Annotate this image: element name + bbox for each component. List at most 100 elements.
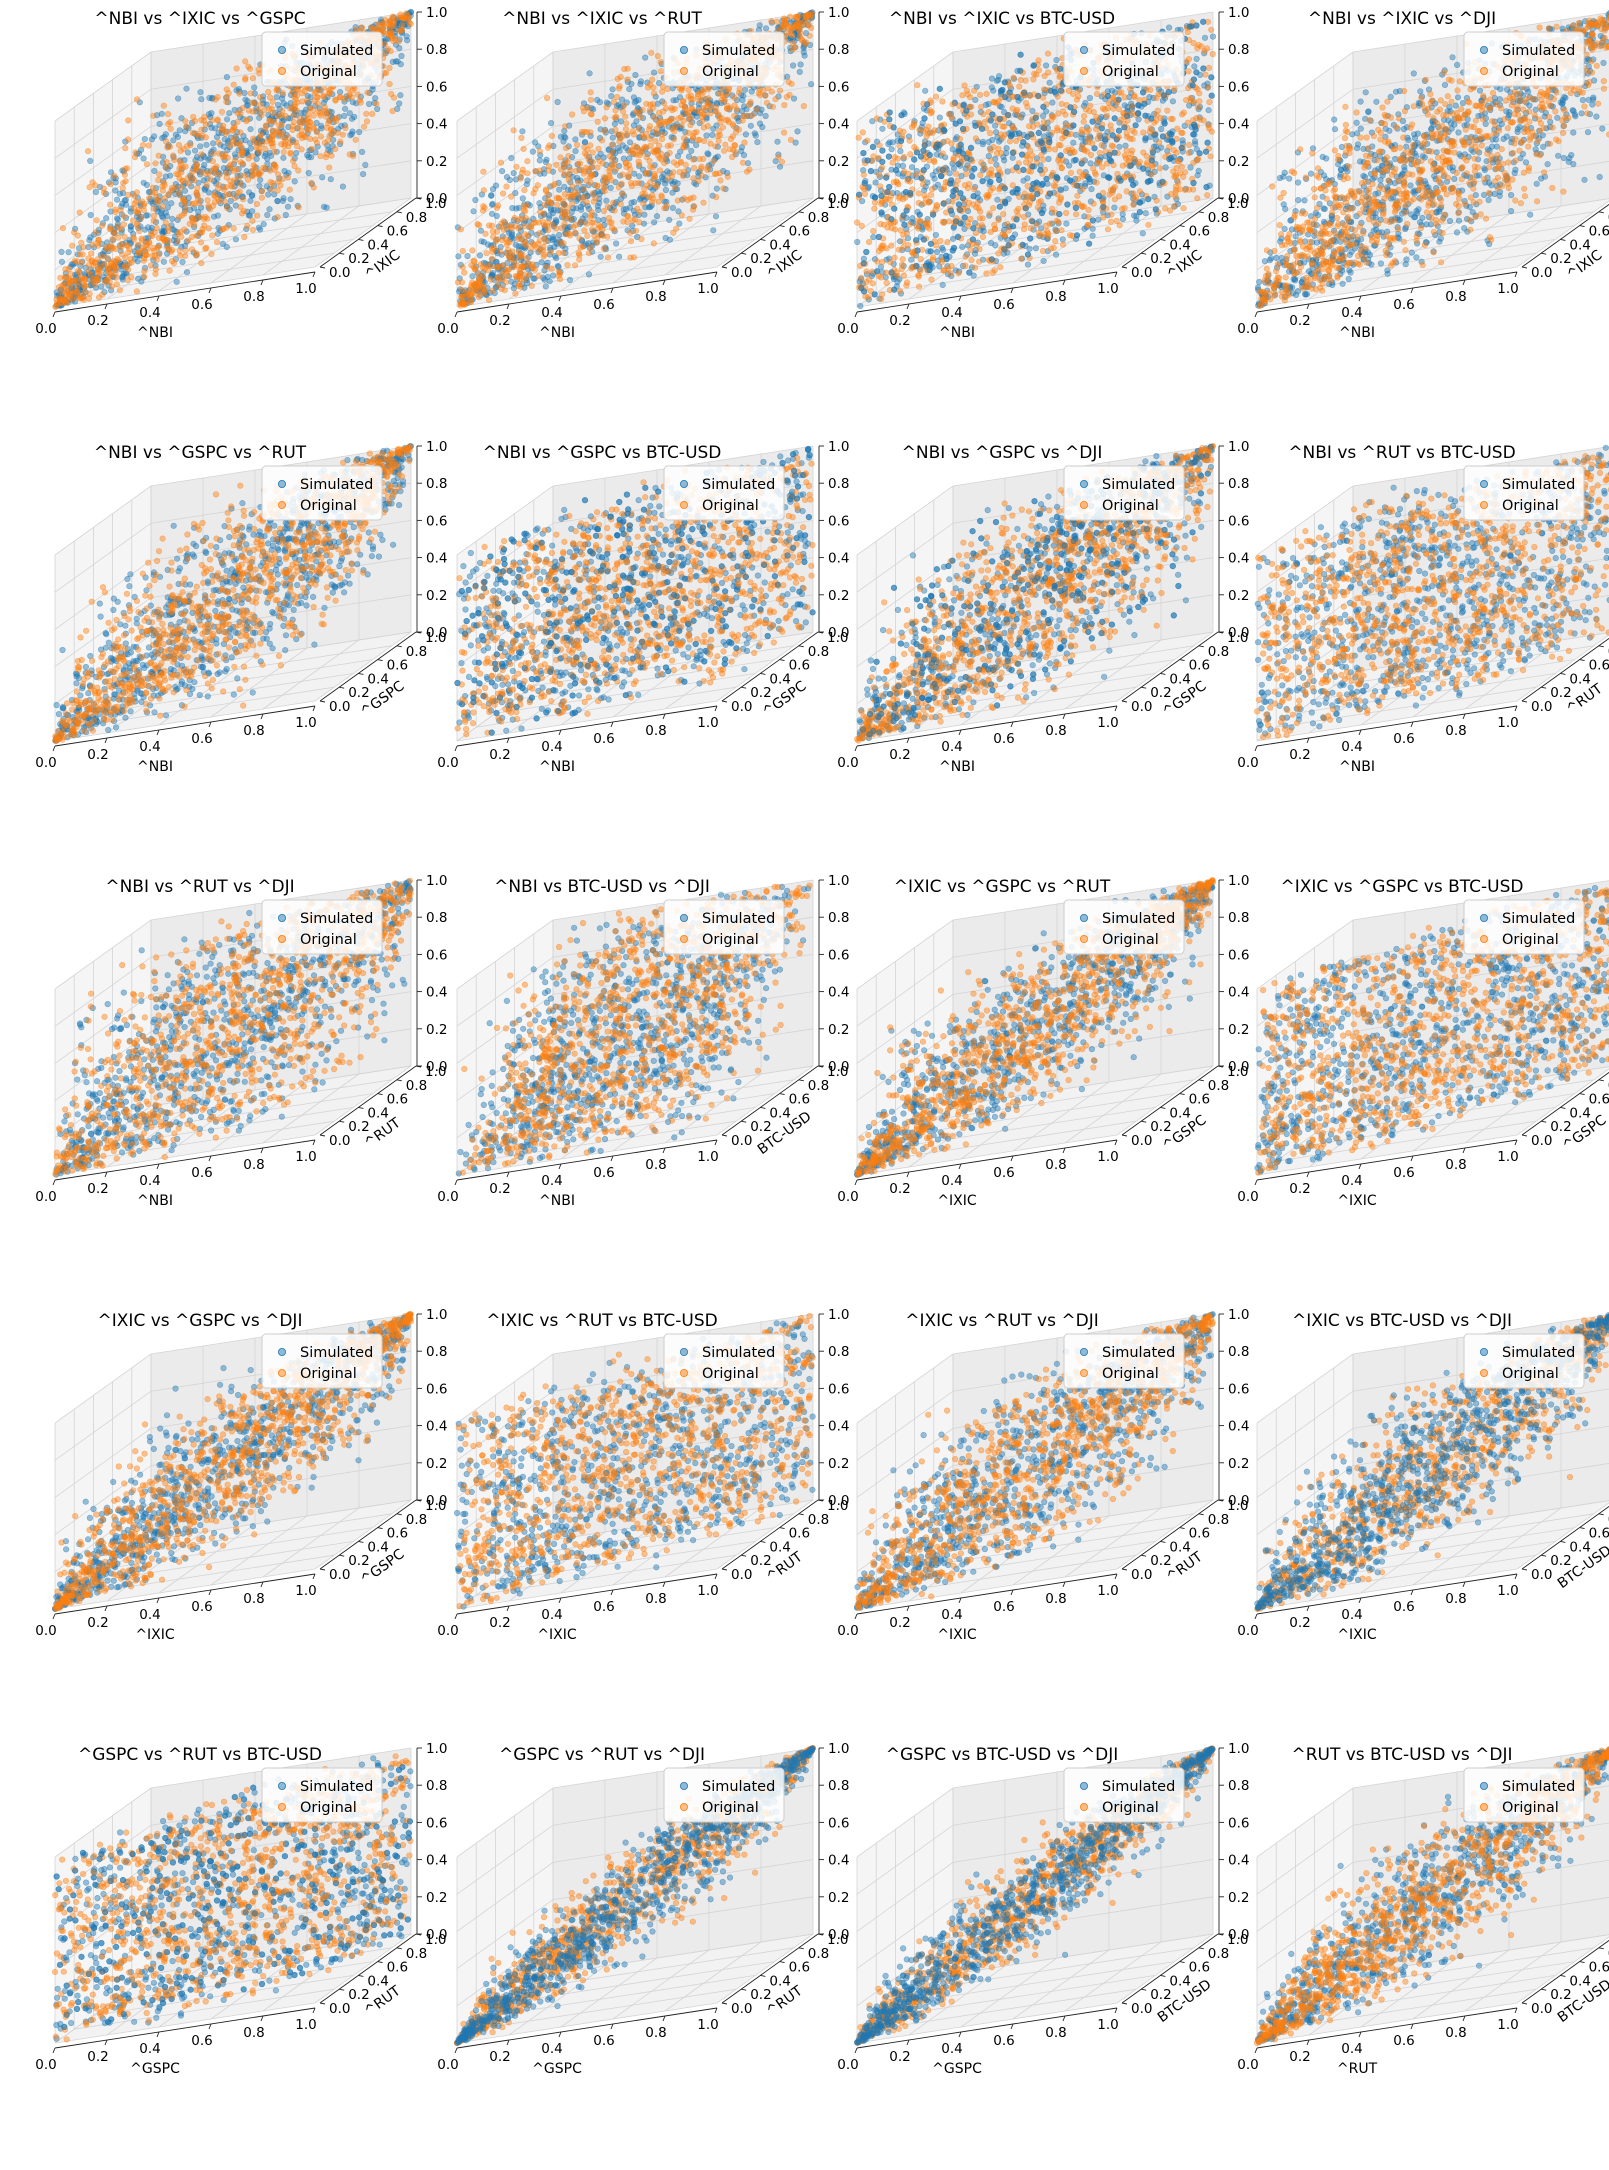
simulated-point [268, 152, 275, 159]
simulated-point [609, 86, 616, 93]
original-point [658, 150, 665, 158]
simulated-point [135, 150, 143, 157]
simulated-point [688, 147, 695, 154]
y-tick-label: 0.4 [367, 237, 388, 253]
simulated-point [356, 128, 363, 136]
simulated-point [210, 140, 217, 147]
simulated-point [879, 125, 886, 132]
original-point [570, 223, 577, 230]
simulated-point [257, 226, 264, 233]
original-point [650, 240, 657, 247]
simulated-point [464, 253, 471, 260]
original-point [589, 149, 596, 156]
original-point [155, 152, 162, 159]
original-point [341, 95, 348, 103]
original-point [188, 214, 195, 221]
original-point [182, 205, 189, 212]
original-point [228, 165, 235, 172]
simulated-point [175, 95, 182, 102]
original-point [274, 187, 281, 194]
original-point [122, 254, 129, 261]
simulated-point [519, 195, 526, 202]
original-point [176, 175, 183, 182]
original-point [321, 108, 329, 115]
original-point [332, 97, 339, 104]
simulated-point [396, 100, 403, 107]
original-point [511, 214, 518, 222]
original-point [690, 175, 697, 182]
original-point [632, 227, 640, 234]
original-point [638, 236, 645, 243]
original-point [305, 122, 312, 129]
simulated-point [586, 70, 593, 77]
simulated-point [220, 143, 227, 150]
original-point [685, 93, 692, 100]
original-point [104, 264, 111, 271]
original-point [555, 249, 562, 257]
original-point [651, 149, 658, 156]
simulated-point [112, 179, 119, 186]
original-point [656, 142, 663, 149]
original-point [205, 202, 212, 209]
original-point [620, 132, 628, 139]
simulated-point [582, 212, 589, 219]
original-point [109, 244, 117, 251]
simulated-point [634, 104, 641, 112]
original-point [240, 196, 247, 203]
original-point [620, 108, 627, 115]
original-point [632, 108, 640, 115]
original-point [476, 271, 483, 279]
original-point [320, 93, 327, 100]
original-point [497, 248, 504, 255]
original-point [598, 137, 605, 144]
simulated-point [330, 136, 337, 143]
original-point [268, 186, 275, 193]
original-point [167, 119, 174, 126]
original-point [289, 122, 296, 130]
original-point [627, 238, 635, 245]
original-point [1018, 255, 1025, 262]
original-point [244, 222, 251, 230]
simulated-point [556, 186, 563, 193]
original-point [61, 274, 68, 281]
simulated-point [747, 122, 755, 129]
original-point [189, 129, 196, 136]
simulated-point [1049, 99, 1056, 106]
original-point [175, 141, 183, 149]
simulated-point [192, 147, 199, 154]
gridline-y [93, 239, 354, 280]
simulated-point [349, 128, 356, 135]
original-point [266, 117, 273, 125]
original-point [646, 123, 653, 130]
simulated-point [173, 278, 180, 285]
simulated-point [585, 271, 593, 278]
simulated-point [232, 236, 239, 243]
simulated-point [1158, 125, 1165, 132]
original-point [230, 225, 237, 232]
original-point [298, 146, 305, 153]
original-point [700, 124, 708, 131]
subplot-3d-scatter: 0.00.00.00.20.20.20.40.40.40.60.60.60.80… [837, 5, 1249, 341]
simulated-point [663, 205, 670, 212]
original-point [286, 186, 293, 193]
original-point [775, 154, 782, 161]
original-point [223, 93, 230, 101]
simulated-point [74, 251, 81, 258]
original-point [891, 254, 898, 261]
original-point [785, 78, 792, 86]
legend-marker-simulated [277, 46, 286, 55]
original-point [310, 123, 317, 130]
original-point [388, 32, 395, 39]
original-point [249, 108, 256, 115]
original-point [81, 289, 88, 296]
simulated-point [58, 258, 66, 265]
original-point [382, 16, 389, 24]
original-point [221, 153, 228, 160]
original-point [286, 140, 294, 147]
y-tick [319, 266, 326, 269]
simulated-point [536, 157, 543, 164]
original-point [241, 172, 248, 179]
original-point [150, 212, 158, 219]
original-point [189, 246, 196, 253]
